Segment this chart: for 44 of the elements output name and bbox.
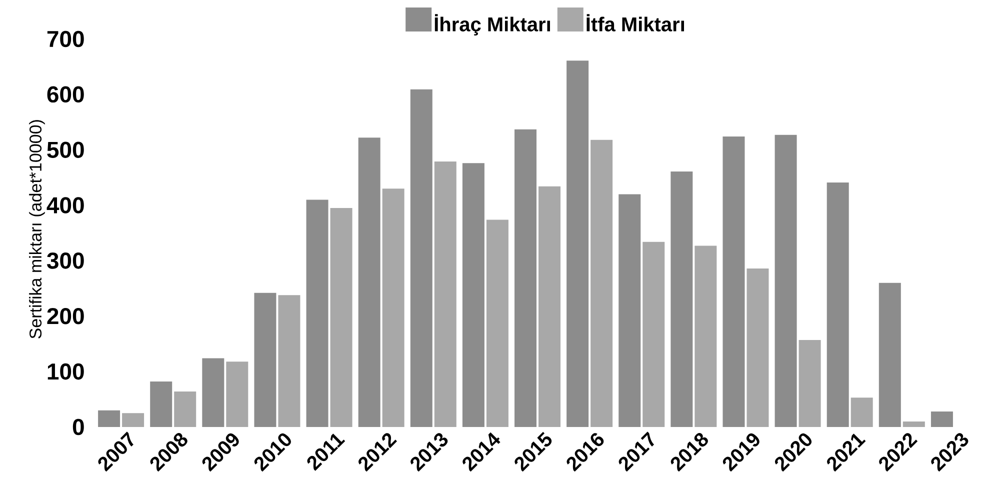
bar xyxy=(202,358,224,427)
bar xyxy=(618,194,641,427)
bar xyxy=(670,171,693,427)
bar xyxy=(462,163,484,427)
bar xyxy=(930,411,953,427)
bar xyxy=(642,242,665,427)
y-tick-label: 100 xyxy=(48,363,84,380)
bar xyxy=(150,382,172,427)
bar xyxy=(590,140,613,427)
y-tick-label: 700 xyxy=(47,30,84,48)
bar xyxy=(174,392,196,427)
y-axis-title: Sertifika miktarı (adet*10000) xyxy=(29,120,45,338)
bar xyxy=(358,138,380,427)
bar xyxy=(122,413,144,427)
bar xyxy=(410,89,432,427)
legend-label: İhraç Miktarı xyxy=(434,14,550,36)
bar xyxy=(746,268,769,427)
bar xyxy=(798,340,821,427)
bar xyxy=(98,410,120,427)
y-tick-label: 200 xyxy=(47,308,84,324)
bar xyxy=(538,186,561,427)
bar xyxy=(278,295,300,427)
bar xyxy=(514,129,537,427)
bar xyxy=(902,421,925,427)
y-tick-label: 300 xyxy=(46,252,84,269)
bar xyxy=(486,220,508,427)
bar xyxy=(226,362,248,427)
bar xyxy=(330,208,352,427)
legend-label: İtfa Miktarı xyxy=(586,14,684,32)
bar xyxy=(566,60,589,427)
bar xyxy=(254,292,276,427)
bar xyxy=(774,134,797,427)
y-tick-label: 400 xyxy=(46,197,84,214)
y-tick-label: 0 xyxy=(72,418,84,436)
bar xyxy=(850,398,873,427)
bar xyxy=(878,282,901,427)
bar xyxy=(722,136,745,427)
y-tick-label: 600 xyxy=(47,86,84,103)
bar xyxy=(434,161,456,427)
bar xyxy=(306,200,328,427)
y-tick-label: 500 xyxy=(47,142,84,158)
bar xyxy=(826,182,849,427)
bar xyxy=(382,188,404,427)
bar xyxy=(694,246,717,427)
